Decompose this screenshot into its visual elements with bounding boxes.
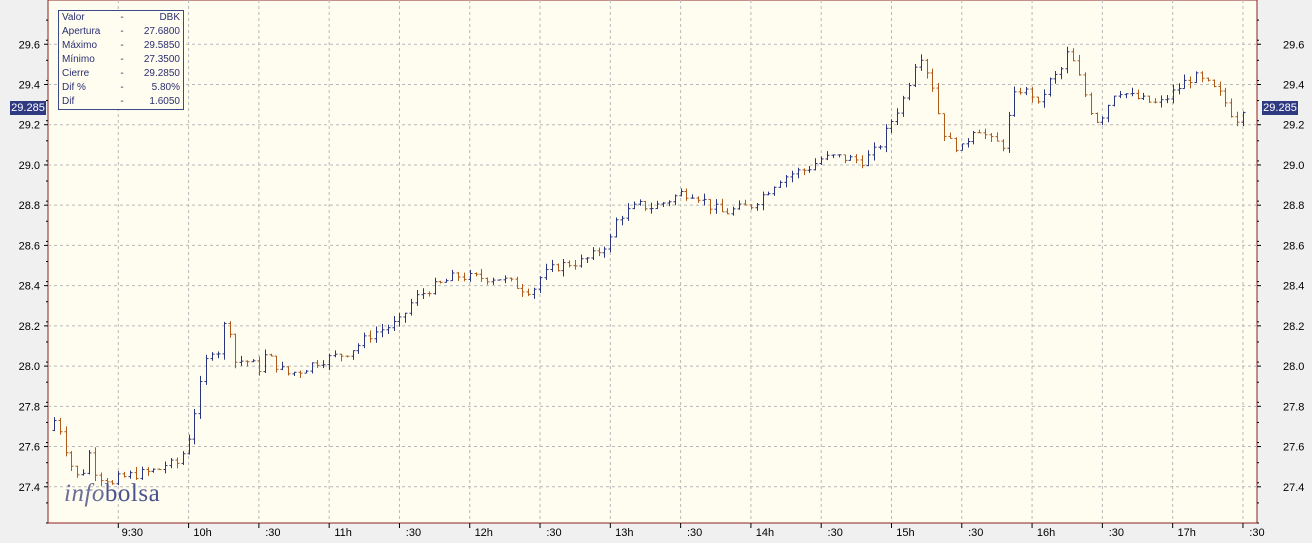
legend-row: Máximo - 29.5850 bbox=[59, 39, 183, 53]
legend-value: 27.6800 bbox=[143, 26, 180, 37]
legend-value: 27.3500 bbox=[143, 54, 180, 65]
x-tick-label: 9:30 bbox=[122, 527, 143, 538]
x-tick-label: :30 bbox=[1109, 527, 1124, 538]
legend-key: Dif % bbox=[62, 82, 86, 93]
brand-part1: info bbox=[64, 480, 105, 507]
legend-value: 29.2850 bbox=[143, 68, 180, 79]
legend-key: Mínimo bbox=[62, 54, 95, 65]
y-tick-label: 27.8 bbox=[1283, 401, 1304, 413]
legend-row: Dif % - 5.80% bbox=[59, 81, 183, 95]
legend-row: Valor - DBK bbox=[59, 11, 183, 25]
y-tick-label: 29.4 bbox=[1283, 79, 1304, 91]
y-tick-label: 28.0 bbox=[1283, 361, 1304, 373]
y-axis-left: 27.4 27.6 27.8 28.0 28.2 28.4 28.6 28.8 29.0 29.2… bbox=[19, 19, 48, 524]
y-tick-label: 29.2 bbox=[19, 120, 40, 132]
x-tick-label: 13h bbox=[615, 527, 633, 538]
legend-dash: - bbox=[120, 82, 124, 93]
legend-row: Cierre - 29.2850 bbox=[59, 67, 183, 81]
x-tick-label: 11h bbox=[334, 527, 352, 538]
legend-key: Máximo bbox=[62, 40, 98, 51]
y-tick-label: 28.4 bbox=[19, 281, 40, 293]
legend-dash: - bbox=[120, 54, 124, 65]
y-tick-label: 28.6 bbox=[19, 240, 40, 252]
legend-value: 1.6050 bbox=[149, 96, 180, 107]
x-tick-label: :30 bbox=[1249, 527, 1264, 538]
x-tick-label: :30 bbox=[828, 527, 843, 538]
legend-key: Cierre bbox=[62, 68, 90, 79]
last-price-badge-right: 29.285 bbox=[1262, 100, 1298, 115]
x-tick-label: 17h bbox=[1177, 527, 1195, 538]
legend-value: DBK bbox=[159, 12, 180, 23]
y-tick-label: 29.6 bbox=[1283, 39, 1304, 51]
x-tick-label: 16h bbox=[1037, 527, 1055, 538]
x-tick-label: :30 bbox=[968, 527, 983, 538]
y-tick-label: 28.2 bbox=[1283, 321, 1304, 333]
y-tick-label: 27.6 bbox=[1283, 442, 1304, 454]
y-axis-right: 27.4 27.6 27.8 28.0 28.2 28.4 28.6 28.8 29.0 29.2… bbox=[1257, 19, 1304, 524]
legend-dash: - bbox=[120, 40, 124, 51]
y-tick-label: 28.0 bbox=[19, 361, 40, 373]
y-tick-label: 27.6 bbox=[19, 442, 40, 454]
y-tick-label: 27.8 bbox=[19, 401, 40, 413]
legend-row: Apertura - 27.6800 bbox=[59, 25, 183, 39]
y-tick-label: 29.6 bbox=[19, 39, 40, 51]
y-tick-label: 27.4 bbox=[19, 482, 40, 494]
legend-value: 5.80% bbox=[151, 82, 180, 93]
y-tick-label: 27.4 bbox=[1283, 482, 1304, 494]
y-tick-label: 29.0 bbox=[19, 160, 40, 172]
y-tick-label: 28.2 bbox=[19, 321, 40, 333]
x-tick-label: :30 bbox=[406, 527, 421, 538]
x-tick-label: 15h bbox=[896, 527, 914, 538]
legend-value: 29.5850 bbox=[143, 40, 180, 51]
x-axis: 9:30 10h :30 11h :30 12h :30 13h :30 14h :30 15h :30… bbox=[117, 523, 1265, 539]
y-tick-label: 28.8 bbox=[19, 200, 40, 212]
y-tick-label: 29.4 bbox=[19, 79, 40, 91]
last-price-badge-left: 29.285 bbox=[10, 100, 46, 115]
legend-dash: - bbox=[120, 68, 124, 79]
legend-row: Dif - 1.6050 bbox=[59, 95, 183, 109]
legend-key: Dif bbox=[62, 96, 75, 107]
x-tick-label: 12h bbox=[475, 527, 493, 538]
y-tick-label: 29.0 bbox=[1283, 160, 1304, 172]
legend-key: Valor bbox=[62, 12, 85, 23]
legend-dash: - bbox=[120, 96, 124, 107]
y-tick-label: 28.6 bbox=[1283, 240, 1304, 252]
quote-legend: Valor - DBK Apertura -27.6800 Máximo -29.5850 M… bbox=[58, 10, 184, 110]
x-tick-label: :30 bbox=[265, 527, 280, 538]
ohlc-bars bbox=[52, 46, 1246, 487]
legend-dash: - bbox=[120, 12, 124, 23]
legend-row: Mínimo - 27.3500 bbox=[59, 53, 183, 67]
x-tick-label: 10h bbox=[193, 527, 211, 538]
y-tick-label: 29.2 bbox=[1283, 120, 1304, 132]
plot-area bbox=[47, 0, 1258, 524]
brand-part2: bolsa bbox=[104, 480, 161, 507]
x-tick-label: :30 bbox=[546, 527, 561, 538]
x-tick-label: :30 bbox=[687, 527, 702, 538]
brand-logo: infobolsa bbox=[64, 480, 160, 508]
y-tick-label: 28.4 bbox=[1283, 281, 1304, 293]
legend-dash: - bbox=[120, 26, 124, 37]
x-tick-label: 14h bbox=[756, 527, 774, 538]
legend-key: Apertura bbox=[62, 26, 101, 37]
y-tick-label: 28.8 bbox=[1283, 200, 1304, 212]
